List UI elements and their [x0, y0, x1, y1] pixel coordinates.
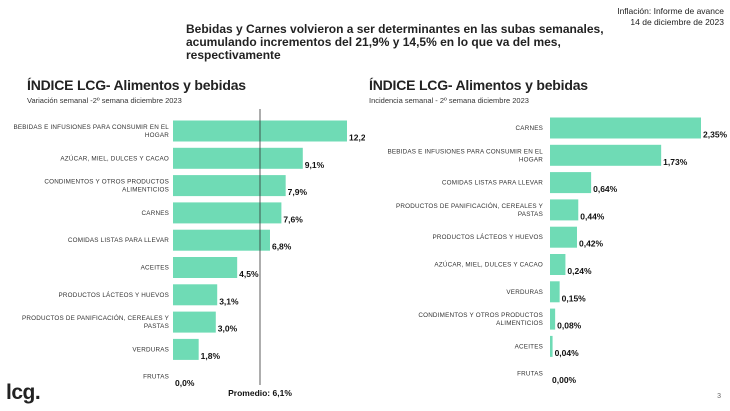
- bar: [550, 199, 579, 221]
- category-label: VERDURAS: [506, 289, 543, 296]
- bar: [173, 311, 216, 333]
- category-label: ACEITES: [141, 265, 169, 272]
- bar: [173, 257, 238, 278]
- bar: [173, 175, 286, 197]
- left-bar-chart: BEBIDAS E INFUSIONES PARA CONSUMIR EN EL…: [13, 109, 365, 398]
- report-tag-line1: Inflación: Informe de avance: [617, 6, 724, 16]
- category-label: PRODUCTOS LÁCTEOS Y HUEVOS: [432, 232, 543, 241]
- category-label: CONDIMENTOS Y OTROS PRODUCTOS: [44, 179, 169, 186]
- value-label: 4,5%: [239, 269, 259, 279]
- headline: Bebidas y Carnes volvieron a ser determi…: [186, 22, 604, 62]
- category-label: ALIMENTICIOS: [122, 187, 169, 194]
- category-label: AZÚCAR, MIEL, DULCES Y CACAO: [434, 260, 543, 269]
- page-number: 3: [717, 393, 721, 400]
- value-label: 0,15%: [562, 293, 587, 303]
- category-label: FRUTAS: [517, 371, 543, 378]
- value-label: 12,2%: [349, 133, 365, 143]
- value-label: 9,1%: [305, 160, 325, 170]
- left-chart-subtitle: Variación semanal -2º semana diciembre 2…: [27, 96, 182, 105]
- category-label: PASTAS: [518, 211, 543, 218]
- category-label: HOGAR: [145, 132, 169, 139]
- category-label: CARNES: [516, 125, 543, 132]
- right-chart-title: ÍNDICE LCG- Alimentos y bebidas: [369, 77, 588, 93]
- category-label: AZÚCAR, MIEL, DULCES Y CACAO: [60, 153, 169, 162]
- bar: [173, 229, 270, 251]
- value-label: 0,08%: [557, 321, 582, 331]
- value-label: 0,0%: [175, 378, 195, 388]
- report-tag: Inflación: Informe de avance 14 de dicie…: [617, 6, 724, 28]
- bar: [173, 284, 218, 306]
- category-label: BEBIDAS E INFUSIONES PARA CONSUMIR EN EL: [13, 124, 169, 131]
- category-label: HOGAR: [519, 156, 543, 163]
- category-label: BEBIDAS E INFUSIONES PARA CONSUMIR EN EL: [387, 148, 543, 155]
- bar: [550, 335, 553, 357]
- category-label: CONDIMENTOS Y OTROS PRODUCTOS: [418, 312, 543, 319]
- bar: [173, 202, 282, 224]
- category-label: PRODUCTOS DE PANIFICACIÓN, CEREALES Y: [22, 313, 170, 322]
- value-label: 0,24%: [567, 266, 592, 276]
- category-label: COMIDAS LISTAS PARA LLEVAR: [442, 180, 543, 187]
- value-label: 0,00%: [552, 375, 577, 385]
- category-label: ACEITES: [515, 343, 543, 350]
- category-label: VERDURAS: [132, 346, 169, 353]
- category-label: PASTAS: [144, 323, 169, 330]
- category-label: PRODUCTOS DE PANIFICACIÓN, CEREALES Y: [396, 201, 544, 210]
- bar: [173, 338, 199, 360]
- value-label: 2,35%: [703, 130, 728, 140]
- category-label: CARNES: [142, 210, 169, 217]
- value-label: 0,04%: [555, 348, 580, 358]
- bar: [550, 117, 701, 139]
- bar: [550, 172, 592, 194]
- category-label: PRODUCTOS LÁCTEOS Y HUEVOS: [58, 290, 169, 299]
- bar: [550, 308, 556, 330]
- category-label: FRUTAS: [143, 374, 169, 381]
- category-label: ALIMENTICIOS: [496, 320, 543, 327]
- category-label: COMIDAS LISTAS PARA LLEVAR: [68, 237, 169, 244]
- lcg-logo: lcg.: [6, 381, 41, 404]
- report-tag-date: 14 de diciembre de 2023: [630, 17, 724, 27]
- bar: [550, 144, 662, 166]
- value-label: 7,9%: [288, 187, 308, 197]
- value-label: 1,73%: [663, 157, 688, 167]
- value-label: 3,1%: [219, 296, 239, 306]
- value-label: 6,8%: [272, 242, 292, 252]
- bar: [550, 281, 560, 303]
- value-label: 0,64%: [593, 184, 618, 194]
- bar: [173, 147, 303, 169]
- value-label: 3,0%: [218, 324, 238, 334]
- right-bar-chart: CARNES 2,35% BEBIDAS E INFUSIONES PARA CON…: [387, 117, 728, 385]
- value-label: 0,42%: [579, 239, 604, 249]
- right-chart-subtitle: Incidencia semanal - 2º semana diciembre…: [369, 96, 529, 105]
- value-label: 1,8%: [201, 351, 221, 361]
- bar: [550, 254, 566, 275]
- average-label: Promedio: 6,1%: [228, 388, 292, 398]
- bar: [550, 226, 577, 248]
- left-chart-title: ÍNDICE LCG- Alimentos y bebidas: [27, 77, 246, 93]
- value-label: 7,6%: [283, 214, 303, 224]
- value-label: 0,44%: [580, 211, 605, 221]
